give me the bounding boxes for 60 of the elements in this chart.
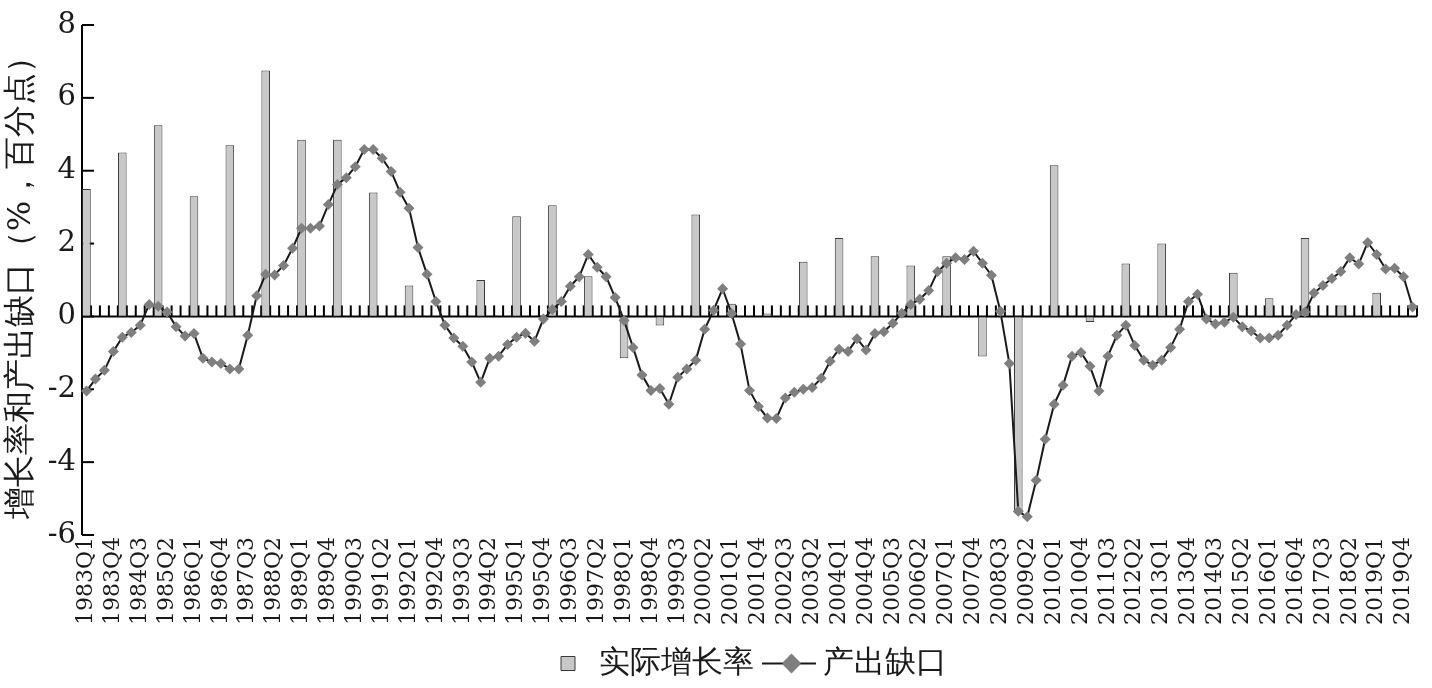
x-tick-label: 1996Q3: [556, 537, 582, 626]
x-tick-label: 1995Q1: [502, 537, 528, 626]
x-tick-label: 1984Q3: [125, 537, 151, 626]
x-tick-label: 2010Q4: [1066, 537, 1092, 626]
x-tick-label: 2017Q3: [1308, 537, 1334, 626]
x-tick-label: 1998Q1: [609, 537, 635, 626]
x-tick-label: 1988Q2: [260, 537, 286, 626]
x-tick-label: 1991Q2: [367, 537, 393, 626]
x-tick-label: 1990Q3: [340, 537, 366, 626]
x-tick-label: 2002Q3: [771, 537, 797, 626]
x-tick-label: 1987Q3: [233, 537, 259, 626]
y-tick-label: -2: [47, 369, 76, 404]
x-tick-label: 2006Q2: [905, 537, 931, 626]
y-tick-label: 6: [57, 78, 76, 113]
x-tick-label: 1994Q2: [475, 537, 501, 626]
x-tick-label: 2016Q4: [1281, 537, 1307, 626]
x-tick-label: 2016Q1: [1254, 537, 1280, 626]
x-tick-label: 2004Q4: [851, 537, 877, 626]
x-tick-label: 2018Q2: [1335, 537, 1361, 626]
x-tick-label: 1985Q2: [152, 537, 178, 626]
x-tick-label: 2005Q3: [878, 537, 904, 626]
x-tick-label: 1983Q4: [99, 537, 125, 626]
x-tick-label: 1986Q4: [206, 537, 232, 626]
y-tick-label: 2: [57, 224, 76, 259]
y-axis-title: 增长率和产出缺口（%，百分点）: [0, 40, 38, 521]
x-tick-label: 2000Q2: [690, 537, 716, 626]
x-tick-label: 2009Q2: [1012, 537, 1038, 626]
x-tick-label: 2013Q4: [1174, 537, 1200, 626]
y-tick-label: -4: [47, 442, 76, 477]
x-tick-label: 2014Q3: [1201, 537, 1227, 626]
x-tick-label: 2004Q1: [824, 537, 850, 626]
legend-label: 实际增长率: [599, 642, 754, 679]
x-tick-label: 2001Q1: [717, 537, 743, 626]
x-tick-label: 2007Q1: [932, 537, 958, 626]
x-tick-label: 1993Q3: [448, 537, 474, 626]
x-tick-label: 1986Q1: [179, 537, 205, 626]
y-tick-label: 4: [57, 151, 76, 186]
x-tick-label: 1989Q4: [314, 537, 340, 626]
x-tick-label: 1989Q1: [287, 537, 313, 626]
x-tick-label: 2019Q4: [1389, 537, 1415, 626]
y-tick-label: 8: [57, 5, 76, 40]
x-tick-label: 1997Q2: [582, 537, 608, 626]
x-tick-label: 2012Q2: [1120, 537, 1146, 626]
y-tick-label: -6: [47, 515, 76, 550]
x-tick-label: 2010Q1: [1039, 537, 1065, 626]
x-tick-label: 1995Q4: [529, 537, 555, 626]
x-tick-label: 1999Q3: [663, 537, 689, 626]
x-tick-label: 2007Q4: [959, 537, 985, 626]
x-tick-label: 2015Q2: [1228, 537, 1253, 626]
x-tick-label: 2003Q2: [797, 537, 823, 626]
x-tick-label: 2019Q1: [1362, 537, 1388, 626]
x-tick-label: 2011Q3: [1093, 537, 1119, 626]
x-tick-label: 1992Q1: [394, 537, 420, 626]
x-tick-label: 2001Q4: [744, 537, 770, 626]
y-tick-label: 0: [57, 296, 76, 331]
x-tick-label: 2008Q3: [986, 537, 1012, 626]
x-tick-label: 1992Q4: [421, 537, 447, 626]
x-tick-label: 1998Q4: [636, 537, 662, 626]
legend-label: 产出缺口: [822, 642, 947, 679]
x-tick-label: 2013Q1: [1147, 537, 1173, 626]
